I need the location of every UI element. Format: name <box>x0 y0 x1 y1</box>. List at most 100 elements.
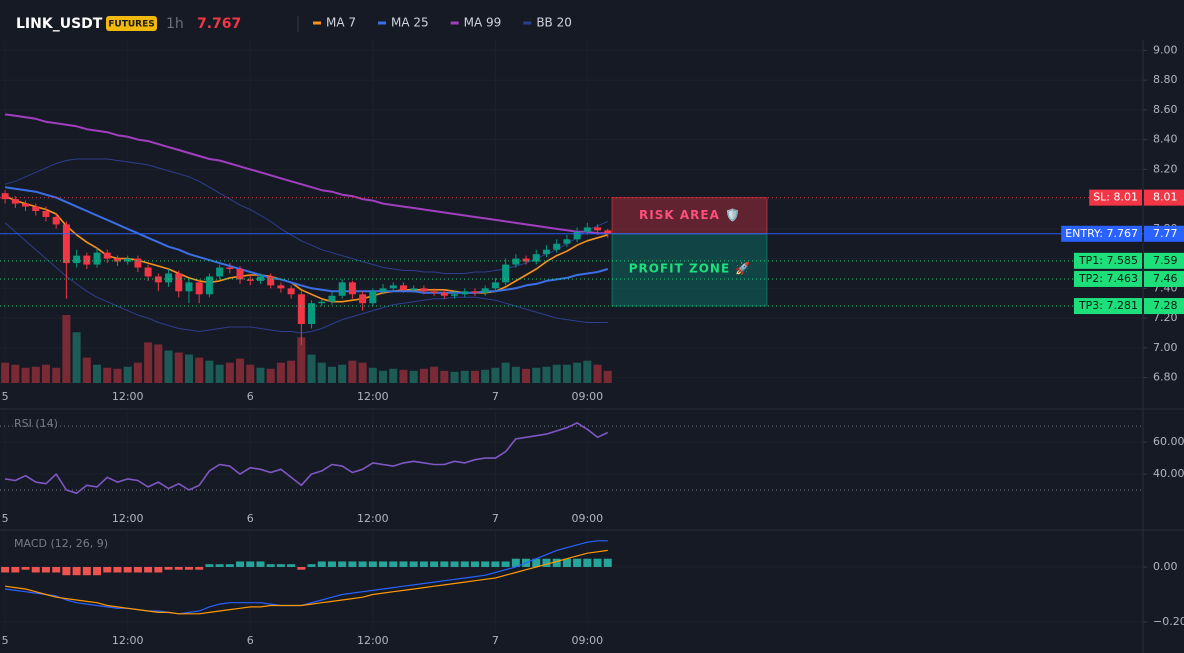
candle-body <box>594 227 602 231</box>
candle-body <box>491 282 499 289</box>
candle-body <box>144 267 152 277</box>
x-tick-label: 12:00 <box>112 634 144 647</box>
macd-histogram-bar <box>460 561 469 567</box>
y-tick-label: 7.00 <box>1153 341 1178 354</box>
candle-body <box>379 288 387 292</box>
candle-body <box>134 258 142 268</box>
volume-bar <box>113 368 122 383</box>
volume-bar <box>583 360 592 383</box>
zone <box>611 197 768 235</box>
indicator-line <box>4 186 609 294</box>
macd-histogram-bar <box>205 564 214 567</box>
candle-body <box>512 258 520 265</box>
volume-bar <box>266 368 275 383</box>
level-tag <box>1061 225 1142 242</box>
macd-histogram-bar <box>409 561 418 567</box>
volume-bar <box>184 354 193 383</box>
y-tick-label: 8.20 <box>1153 162 1178 175</box>
candle-body <box>236 269 244 280</box>
x-tick-label: 09:00 <box>571 390 603 403</box>
volume-bar <box>174 352 183 383</box>
volume-bar <box>552 364 561 383</box>
macd-histogram-bar <box>368 561 377 567</box>
volume-bar <box>511 366 520 383</box>
legend-label: BB 20 <box>536 16 572 30</box>
candle-body <box>287 288 295 295</box>
macd-line <box>5 540 608 615</box>
volume-bar <box>317 362 326 383</box>
candle-body <box>195 282 203 295</box>
price-tag <box>1144 189 1184 206</box>
price-tag-label: 7.59 <box>1153 254 1178 267</box>
candle-body <box>461 291 469 295</box>
price-tag-label: 8.01 <box>1153 191 1178 204</box>
candle-body <box>154 276 162 283</box>
x-tick-label: 7 <box>492 390 499 403</box>
volume-bar <box>501 362 510 383</box>
pane-title: RSI (14) <box>14 417 58 430</box>
y-tick-label: 8.40 <box>1153 133 1178 146</box>
y-tick-label: 60.00 <box>1153 435 1184 448</box>
volume-bar <box>399 369 408 383</box>
candle-body <box>11 199 19 204</box>
macd-histogram-bar <box>348 561 357 567</box>
macd-histogram-bar <box>297 566 306 570</box>
candle-body <box>297 294 305 325</box>
macd-histogram-bar <box>317 561 326 567</box>
zone-label: RISK AREA 🛡️ <box>639 208 741 222</box>
macd-histogram-bar <box>93 566 102 576</box>
macd-histogram-bar <box>450 561 459 567</box>
volume-bar <box>144 342 153 383</box>
price-tag <box>1144 252 1184 269</box>
volume-bar <box>72 332 81 383</box>
price-tag <box>1144 270 1184 287</box>
volume-bar <box>21 367 30 383</box>
macd-histogram-bar <box>552 558 561 567</box>
candle-body <box>348 282 356 295</box>
volume-bar <box>195 357 204 383</box>
volume-bar <box>430 366 439 383</box>
macd-histogram-bar <box>327 561 336 567</box>
candle-body <box>542 249 550 255</box>
candle-body <box>93 252 101 265</box>
volume-bar <box>123 366 132 383</box>
volume-bar <box>256 367 265 383</box>
plot: 5 12:00 6 12:00 7 09:00 9.00 8.80 8.60 8.40 8.20 8.… <box>0 16 1184 647</box>
price-tag-label: 7.28 <box>1153 299 1178 312</box>
x-tick-label: 12:00 <box>357 634 389 647</box>
zone <box>611 233 768 307</box>
candle-body <box>604 230 612 234</box>
volume-bar <box>481 369 490 383</box>
macd-histogram-bar <box>358 561 367 567</box>
volume-bar <box>327 366 336 383</box>
volume-bar <box>419 368 428 383</box>
candle-body <box>389 285 397 289</box>
legend-label: MA 25 <box>391 16 429 30</box>
volume-bar <box>379 370 388 383</box>
candle-body <box>583 227 591 232</box>
candle-body <box>267 276 275 286</box>
macd-histogram-bar <box>440 561 449 567</box>
x-tick-label: 5 <box>2 634 9 647</box>
macd-histogram-bar <box>31 566 40 573</box>
volume-bar <box>440 370 449 383</box>
price-tag <box>1144 298 1184 315</box>
candle-body <box>440 292 448 296</box>
macd-histogram-bar <box>338 561 347 567</box>
volume-bar <box>246 364 255 383</box>
macd-histogram-bar <box>225 564 234 567</box>
symbol: LINK_USDT <box>16 16 103 32</box>
level-label: TP1: 7.585 <box>1078 254 1138 267</box>
volume-bar <box>103 367 112 383</box>
x-tick-label: 09:00 <box>571 512 603 525</box>
price-tag-label: 7.77 <box>1153 227 1178 240</box>
macd-histogram-bar <box>603 558 612 567</box>
macd-histogram-bar <box>215 564 224 567</box>
candle-body <box>42 211 50 217</box>
macd-histogram-bar <box>399 561 408 567</box>
y-tick-label: 8.60 <box>1153 103 1178 116</box>
volume-bar <box>450 371 459 383</box>
macd-histogram-bar <box>430 561 439 567</box>
